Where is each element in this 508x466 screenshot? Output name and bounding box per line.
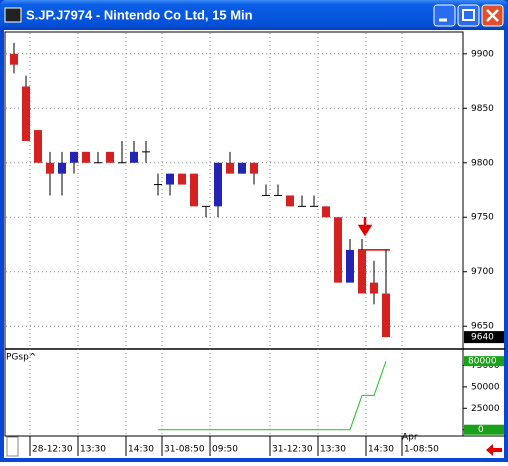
candle-body [190,173,198,207]
y-tick-label: 9900 [471,49,494,59]
x-tick-label: 13:30 [320,445,346,455]
panel-title: PGsp^ [6,353,36,363]
candle-body [58,162,66,174]
candle-body [370,282,378,294]
y-tick-label: 9650 [471,322,494,332]
candle-body [34,130,42,163]
last-price-label: 9640 [471,333,494,343]
candle-body [358,249,366,294]
scroll-arrow[interactable] [486,444,502,456]
candle-body [178,173,186,185]
candle-body [322,206,330,218]
y-tick-label: 9850 [471,104,494,114]
candle-body [286,195,294,207]
last-price-box [464,331,504,344]
candle-body [10,53,18,65]
last-value-box [464,356,504,367]
y-tick-label: 9800 [471,158,494,168]
scroll-thumb[interactable] [6,436,19,457]
candle-body [70,151,78,163]
candle-body [214,162,222,207]
candle-body [250,162,258,174]
candle-body [334,217,342,283]
title-bar [0,0,508,30]
y-tick-label: 9750 [471,213,494,223]
series-line [158,360,387,431]
app-icon [4,7,22,23]
y-tick-label: 0 [478,425,484,435]
close-icon [486,9,499,22]
candle-body [22,86,30,141]
minimize-button[interactable] [433,4,456,27]
candle-body [226,162,234,174]
candle-body [238,162,246,174]
candle-body [130,151,138,163]
maximize-icon [462,9,475,21]
maximize-button[interactable] [457,4,480,27]
x-tick-label: 1-08:50 [404,445,439,455]
x-tick-label: 14:30 [368,445,394,455]
candle-body [382,293,390,338]
window-title: S.JP.J7974 - Nintendo Co Ltd, 15 Min [26,7,253,22]
candle-body [46,162,54,174]
x-tick-label: 14:30 [128,445,154,455]
last-value-label: 80000 [468,357,497,367]
y-tick-label: 9700 [471,267,494,277]
x-tick-label: 31-08:50 [164,445,205,455]
y-tick-label: 50000 [471,382,500,392]
candle-body [166,173,174,185]
candle-body [82,151,90,163]
y-tick-label: 25000 [471,404,500,414]
x-tick-label: 31-12:30 [272,445,313,455]
x-tick-label: 09:50 [212,445,238,455]
x-tick-label: 28-12:30 [32,445,73,455]
candle-body [106,151,114,163]
x-annotation: Apr [402,433,418,443]
candle-body [346,249,354,283]
signal-arrow [357,217,373,237]
x-tick-label: 13:30 [80,445,106,455]
client-area [4,30,504,458]
y-tick-box [464,424,504,435]
